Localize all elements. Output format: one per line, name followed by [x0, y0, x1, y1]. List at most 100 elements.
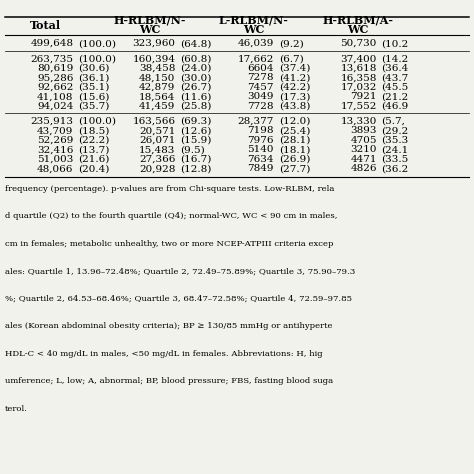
- Text: (25.8): (25.8): [180, 102, 211, 110]
- Text: (42.2): (42.2): [279, 83, 310, 91]
- Text: 16,358: 16,358: [340, 73, 377, 82]
- Text: 92,662: 92,662: [37, 83, 73, 91]
- Text: 20,928: 20,928: [139, 164, 175, 173]
- Text: (18.5): (18.5): [78, 127, 109, 135]
- Text: (36.4: (36.4: [382, 64, 409, 73]
- Text: 7728: 7728: [247, 102, 274, 110]
- Text: 15,483: 15,483: [139, 146, 175, 154]
- Text: WC: WC: [243, 24, 264, 35]
- Text: terol.: terol.: [5, 405, 28, 413]
- Text: 3893: 3893: [350, 127, 377, 135]
- Text: 37,400: 37,400: [340, 55, 377, 63]
- Text: (69.3): (69.3): [180, 117, 211, 126]
- Text: 7634: 7634: [247, 155, 274, 164]
- Text: (17.3): (17.3): [279, 92, 310, 101]
- Text: (25.4): (25.4): [279, 127, 310, 135]
- Text: 48,150: 48,150: [139, 73, 175, 82]
- Text: (100.0): (100.0): [78, 55, 116, 63]
- Text: ales (Korean abdominal obesity criteria); BP ≥ 130/85 mmHg or antihyperte: ales (Korean abdominal obesity criteria)…: [5, 322, 332, 330]
- Text: 51,003: 51,003: [37, 155, 73, 164]
- Text: 28,377: 28,377: [237, 117, 274, 126]
- Text: (16.7): (16.7): [180, 155, 211, 164]
- Text: (100.0): (100.0): [78, 39, 116, 48]
- Text: 160,394: 160,394: [132, 55, 175, 63]
- Text: (14.2: (14.2: [382, 55, 409, 63]
- Text: (21.6): (21.6): [78, 155, 109, 164]
- Text: (26.9): (26.9): [279, 155, 310, 164]
- Text: 7198: 7198: [247, 127, 274, 135]
- Text: (27.7): (27.7): [279, 164, 310, 173]
- Text: 163,566: 163,566: [132, 117, 175, 126]
- Text: (24.0): (24.0): [180, 64, 211, 73]
- Text: (41.2): (41.2): [279, 73, 310, 82]
- Text: 323,960: 323,960: [132, 39, 175, 48]
- Text: ales: Quartile 1, 13.96–72.48%; Quartile 2, 72.49–75.89%; Quartile 3, 75.90–79.3: ales: Quartile 1, 13.96–72.48%; Quartile…: [5, 267, 355, 275]
- Text: HDL-C < 40 mg/dL in males, <50 mg/dL in females. Abbreviations: H, hig: HDL-C < 40 mg/dL in males, <50 mg/dL in …: [5, 350, 322, 358]
- Text: (12.8): (12.8): [180, 164, 211, 173]
- Text: 6604: 6604: [247, 64, 274, 73]
- Text: (12.6): (12.6): [180, 127, 211, 135]
- Text: 38,458: 38,458: [139, 64, 175, 73]
- Text: 50,730: 50,730: [340, 39, 377, 48]
- Text: 46,039: 46,039: [237, 39, 274, 48]
- Text: %; Quartile 2, 64.53–68.46%; Quartile 3, 68.47–72.58%; Quartile 4, 72.59–97.85: %; Quartile 2, 64.53–68.46%; Quartile 3,…: [5, 295, 352, 303]
- Text: (15.6): (15.6): [78, 92, 109, 101]
- Text: 42,879: 42,879: [139, 83, 175, 91]
- Text: (35.1): (35.1): [78, 83, 109, 91]
- Text: (36.1): (36.1): [78, 73, 109, 82]
- Text: (18.1): (18.1): [279, 146, 310, 154]
- Text: 94,024: 94,024: [37, 102, 73, 110]
- Text: (29.2: (29.2: [382, 127, 409, 135]
- Text: 17,552: 17,552: [340, 102, 377, 110]
- Text: cm in females; metabolic unhealthy, two or more NCEP-ATPIII criteria excep: cm in females; metabolic unhealthy, two …: [5, 240, 333, 248]
- Text: (13.7): (13.7): [78, 146, 109, 154]
- Text: 7278: 7278: [247, 73, 274, 82]
- Text: (37.4): (37.4): [279, 64, 310, 73]
- Text: 18,564: 18,564: [139, 92, 175, 101]
- Text: 95,286: 95,286: [37, 73, 73, 82]
- Text: 41,459: 41,459: [139, 102, 175, 110]
- Text: umference; L, low; A, abnormal; BP, blood pressure; FBS, fasting blood suga: umference; L, low; A, abnormal; BP, bloo…: [5, 377, 333, 385]
- Text: (21.2: (21.2: [382, 92, 409, 101]
- Text: (9.5): (9.5): [180, 146, 205, 154]
- Text: (46.9: (46.9: [382, 102, 409, 110]
- Text: (5.7,: (5.7,: [382, 117, 405, 126]
- Text: (12.0): (12.0): [279, 117, 310, 126]
- Text: (22.2): (22.2): [78, 136, 109, 145]
- Text: (10.2: (10.2: [382, 39, 409, 48]
- Text: (15.9): (15.9): [180, 136, 211, 145]
- Text: WC: WC: [347, 24, 369, 35]
- Text: d quartile (Q2) to the fourth quartile (Q4); normal-WC, WC < 90 cm in males,: d quartile (Q2) to the fourth quartile (…: [5, 212, 337, 220]
- Text: 235,913: 235,913: [30, 117, 73, 126]
- Text: 13,618: 13,618: [340, 64, 377, 73]
- Text: (28.1): (28.1): [279, 136, 310, 145]
- Text: 32,416: 32,416: [37, 146, 73, 154]
- Text: L-RLBM/N-: L-RLBM/N-: [219, 14, 289, 26]
- Text: 27,366: 27,366: [139, 155, 175, 164]
- Text: 17,032: 17,032: [340, 83, 377, 91]
- Text: H-RLBM/A-: H-RLBM/A-: [322, 14, 393, 26]
- Text: 20,571: 20,571: [139, 127, 175, 135]
- Text: (100.0): (100.0): [78, 117, 116, 126]
- Text: (35.7): (35.7): [78, 102, 109, 110]
- Text: (33.5: (33.5: [382, 155, 409, 164]
- Text: 52,269: 52,269: [37, 136, 73, 145]
- Text: 7457: 7457: [247, 83, 274, 91]
- Text: 499,648: 499,648: [30, 39, 73, 48]
- Text: 80,619: 80,619: [37, 64, 73, 73]
- Text: 7921: 7921: [350, 92, 377, 101]
- Text: (43.8): (43.8): [279, 102, 310, 110]
- Text: WC: WC: [138, 24, 160, 35]
- Text: 4471: 4471: [350, 155, 377, 164]
- Text: 4705: 4705: [350, 136, 377, 145]
- Text: (43.7: (43.7: [382, 73, 409, 82]
- Text: 13,330: 13,330: [340, 117, 377, 126]
- Text: 3210: 3210: [350, 146, 377, 154]
- Text: 43,709: 43,709: [37, 127, 73, 135]
- Text: (45.5: (45.5: [382, 83, 409, 91]
- Text: H-RLBM/N-: H-RLBM/N-: [113, 14, 185, 26]
- Text: 41,108: 41,108: [37, 92, 73, 101]
- Text: frequency (percentage). p-values are from Chi-square tests. Low-RLBM, rela: frequency (percentage). p-values are fro…: [5, 185, 334, 193]
- Text: 7976: 7976: [247, 136, 274, 145]
- Text: Total: Total: [29, 20, 61, 31]
